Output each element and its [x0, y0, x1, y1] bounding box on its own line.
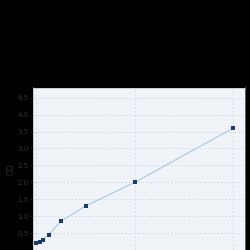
Point	[84, 204, 88, 208]
Point	[34, 241, 38, 245]
Point	[40, 238, 44, 242]
Point	[231, 126, 235, 130]
Point	[38, 240, 42, 244]
Y-axis label: OD: OD	[7, 163, 16, 174]
Point	[133, 180, 137, 184]
Point	[47, 233, 51, 237]
Point	[59, 219, 63, 223]
